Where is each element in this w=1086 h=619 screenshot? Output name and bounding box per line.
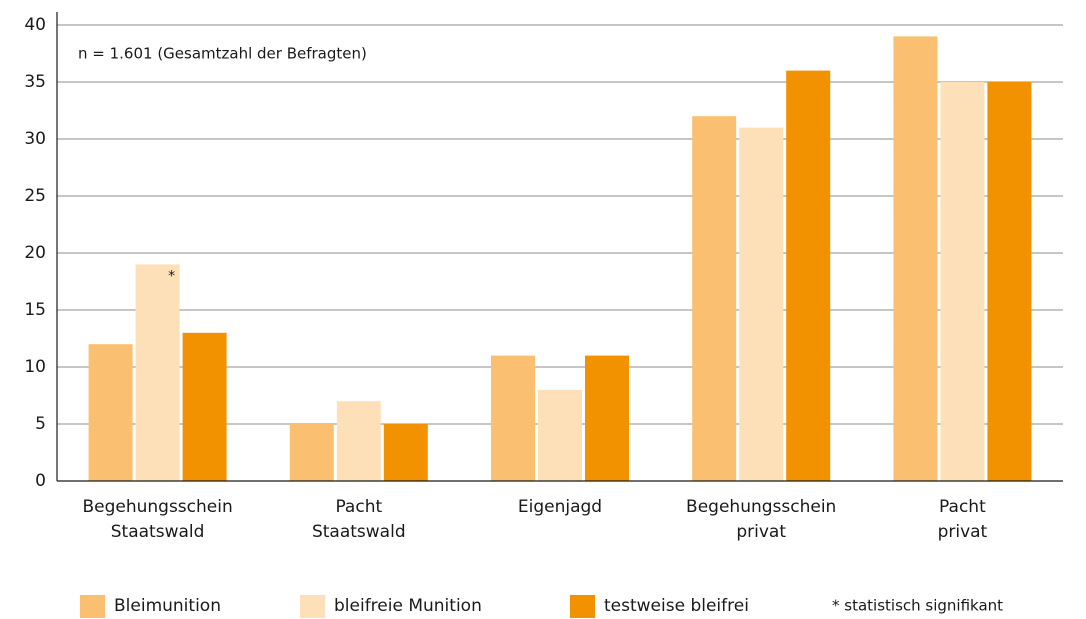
legend-label: testweise bleifrei xyxy=(604,596,749,616)
x-tick-label: privat xyxy=(938,522,988,542)
legend-swatch xyxy=(300,595,325,618)
legend-swatch xyxy=(80,595,105,618)
bar xyxy=(336,401,381,481)
x-tick-label: privat xyxy=(736,522,786,542)
y-tick-label: 0 xyxy=(35,471,46,491)
significance-note: * statistisch signifikant xyxy=(832,597,1003,615)
bar xyxy=(491,355,535,481)
x-tick-label: Staatswald xyxy=(312,522,406,542)
bar xyxy=(585,355,629,481)
x-tick-label: Eigenjagd xyxy=(518,497,602,517)
bar xyxy=(940,82,985,481)
bar xyxy=(182,332,227,481)
bar xyxy=(289,424,334,481)
x-tick-label: Staatswald xyxy=(111,522,205,542)
bar xyxy=(893,36,938,482)
x-tick-label: Pacht xyxy=(939,497,986,517)
significance-mark: * xyxy=(168,268,175,284)
bar xyxy=(135,264,180,481)
bar xyxy=(786,70,831,481)
y-tick-label: 40 xyxy=(24,15,46,35)
y-tick-label: 35 xyxy=(24,72,46,92)
y-tick-label: 30 xyxy=(24,129,46,149)
sample-note: n = 1.601 (Gesamtzahl der Befragten) xyxy=(78,45,367,63)
bar xyxy=(987,82,1032,481)
bar xyxy=(383,424,428,481)
legend-label: Bleimunition xyxy=(114,596,221,616)
y-tick-label: 20 xyxy=(24,243,46,263)
bar xyxy=(739,127,784,481)
legend-label: bleifreie Munition xyxy=(334,596,482,616)
y-tick-label: 5 xyxy=(35,414,46,434)
y-tick-label: 25 xyxy=(24,186,46,206)
x-tick-label: Begehungsschein xyxy=(686,497,836,517)
legend-swatch xyxy=(570,595,595,618)
x-tick-label: Begehungsschein xyxy=(82,497,232,517)
y-tick-label: 10 xyxy=(24,357,46,377)
y-tick-label: 15 xyxy=(24,300,46,320)
bar xyxy=(692,116,737,481)
bar xyxy=(88,344,133,481)
bar xyxy=(538,389,582,481)
x-tick-label: Pacht xyxy=(335,497,382,517)
